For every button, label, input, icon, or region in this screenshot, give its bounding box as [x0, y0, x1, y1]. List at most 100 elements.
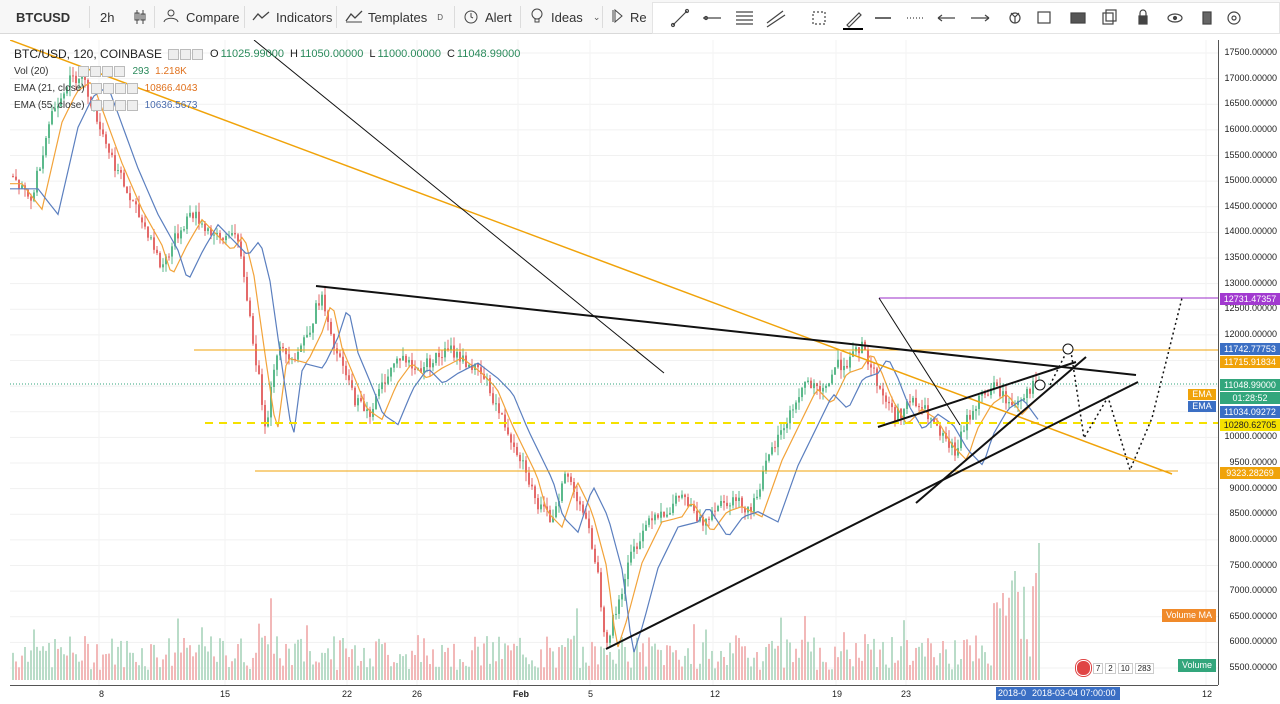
volume-bar [912, 660, 914, 680]
volume-bar [1011, 580, 1013, 680]
volume-bar [618, 649, 620, 680]
volume-bar [570, 639, 572, 680]
candle-body [678, 495, 680, 498]
volume-bar [540, 649, 542, 680]
volume-bar [501, 658, 503, 680]
volume-bar [303, 661, 305, 680]
chart-canvas[interactable] [9, 39, 1218, 685]
volume-bar [738, 637, 740, 680]
candle-body [567, 473, 569, 477]
templates-button[interactable]: Templates D [345, 0, 443, 34]
black-trendline [315, 285, 1137, 376]
volume-bar [339, 640, 341, 680]
volume-bar [285, 643, 287, 680]
candle-body [189, 212, 191, 217]
legend-buttons[interactable] [78, 66, 126, 77]
volume-bar [189, 645, 191, 680]
volume-bar [474, 636, 476, 680]
volume-bar [756, 652, 758, 680]
volume-bar [480, 665, 482, 680]
volume-bar [60, 647, 62, 680]
candle-body [195, 211, 197, 219]
candle-body [855, 347, 857, 352]
volume-bar [162, 659, 164, 680]
candle-body [528, 472, 530, 485]
ideas-button[interactable]: Ideas ⌄ [530, 0, 600, 34]
candle-body [891, 403, 893, 408]
candle-body [288, 354, 290, 360]
volume-bar [132, 652, 134, 680]
legend-buttons[interactable] [90, 83, 139, 94]
volume-bar [657, 649, 659, 680]
candles-icon[interactable] [128, 0, 152, 34]
volume-bar [69, 636, 71, 680]
candle-body [510, 434, 512, 443]
candle-body [846, 365, 848, 368]
volume-bar [300, 638, 302, 680]
volume-bar [489, 663, 491, 680]
volume-bar [282, 665, 284, 680]
volume-bar [918, 646, 920, 680]
candle-body [501, 413, 503, 415]
candle-body [801, 387, 803, 398]
legend-buttons[interactable] [168, 49, 204, 60]
legend-buttons[interactable] [90, 100, 139, 111]
alarm-clock-icon [463, 8, 479, 27]
candle-body [591, 528, 593, 549]
event-badges[interactable]: 7 2 10 283 [1076, 658, 1154, 678]
candle-body [318, 303, 320, 306]
price-tick: 12500.00000 [1224, 303, 1277, 314]
candle-body [69, 75, 71, 88]
legend-title: BTC/USD, 120, COINBASE [14, 47, 163, 61]
volume-bar [156, 657, 158, 680]
volume-bar [822, 661, 824, 680]
interval-button[interactable]: 2h [100, 9, 115, 25]
candle-body [714, 510, 716, 512]
price-label-target: 12731.47357 [1220, 293, 1280, 305]
volume-bar [1032, 586, 1034, 680]
volume-bar [438, 666, 440, 680]
candle-body [312, 323, 314, 333]
flag-icon [1076, 660, 1091, 676]
volume-bar [900, 646, 902, 680]
candle-body [630, 551, 632, 563]
candle-body [126, 186, 128, 194]
volume-bar [96, 644, 98, 680]
volume-bar [153, 644, 155, 680]
volume-bar [471, 650, 473, 680]
volume-bar [147, 669, 149, 680]
candle-body [309, 332, 311, 335]
candle-body [150, 237, 152, 239]
volume-bar [405, 654, 407, 680]
volume-bar [966, 639, 968, 680]
volume-bar [678, 659, 680, 680]
compare-button[interactable]: Compare [162, 0, 239, 34]
alert-button[interactable]: Alert [463, 0, 512, 34]
symbol-search[interactable]: BTCUSD [16, 9, 71, 25]
candle-body [561, 483, 563, 502]
candle-body [498, 403, 500, 414]
lightbulb-icon [530, 8, 544, 27]
volume-bar [492, 642, 494, 680]
volume-bar [591, 641, 593, 680]
candle-body [1011, 402, 1013, 406]
volume-bar [225, 655, 227, 680]
price-axis[interactable]: 17500.00000 17000.00000 16500.00000 16000.0… [1218, 40, 1280, 685]
candle-body [267, 417, 269, 427]
volume-bar [753, 657, 755, 680]
replay-button[interactable]: Re [610, 0, 647, 34]
volume-bar [354, 645, 356, 680]
price-chart[interactable] [9, 39, 1218, 685]
volume-bar [1008, 597, 1010, 680]
candle-body [738, 497, 740, 501]
templates-label: Templates [368, 9, 428, 25]
volume-bar [531, 660, 533, 680]
time-axis[interactable]: 8 15 22 26 Feb 5 12 19 23 2018-0 2018-03… [10, 685, 1218, 704]
candle-body [990, 388, 992, 396]
volume-bar [1020, 638, 1022, 680]
candle-body [63, 93, 65, 99]
indicators-button[interactable]: Indicators [252, 0, 332, 34]
volume-bar [33, 629, 35, 680]
candle-body [774, 447, 776, 449]
candle-body [144, 222, 146, 227]
